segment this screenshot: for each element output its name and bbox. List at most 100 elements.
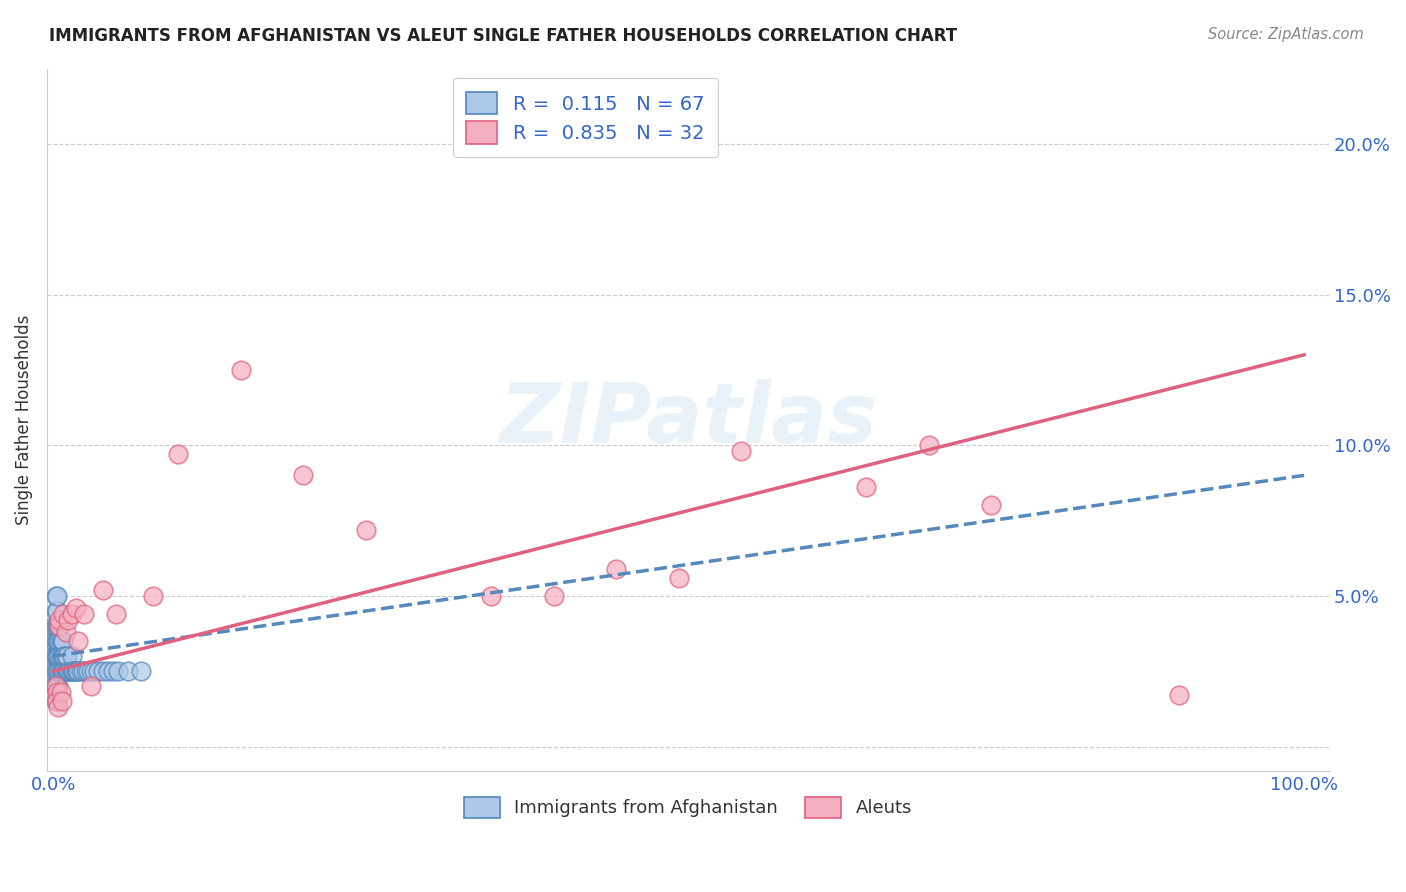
Point <box>79 665 101 679</box>
Point <box>44 634 66 648</box>
Point <box>58 665 80 679</box>
Point <box>229 363 252 377</box>
Point <box>48 665 70 679</box>
Point <box>55 649 77 664</box>
Point <box>49 634 72 648</box>
Point <box>980 499 1002 513</box>
Point <box>52 634 75 648</box>
Point <box>1168 689 1191 703</box>
Point <box>91 582 114 597</box>
Point <box>79 679 101 693</box>
Point <box>45 649 67 664</box>
Legend: Immigrants from Afghanistan, Aleuts: Immigrants from Afghanistan, Aleuts <box>457 789 920 825</box>
Point <box>52 665 75 679</box>
Point <box>55 625 77 640</box>
Point <box>56 649 79 664</box>
Point <box>918 438 941 452</box>
Point <box>48 649 70 664</box>
Point <box>87 665 110 679</box>
Point <box>45 589 67 603</box>
Point <box>103 665 125 679</box>
Point <box>49 665 72 679</box>
Point <box>66 665 89 679</box>
Point <box>52 607 75 621</box>
Point <box>107 665 129 679</box>
Point <box>605 562 627 576</box>
Point <box>44 619 66 633</box>
Point <box>51 694 73 708</box>
Point <box>48 619 70 633</box>
Point <box>55 665 77 679</box>
Point <box>67 634 90 648</box>
Point <box>45 634 67 648</box>
Point <box>56 665 79 679</box>
Point <box>292 468 315 483</box>
Point <box>855 480 877 494</box>
Point <box>45 604 67 618</box>
Point <box>56 665 79 679</box>
Point <box>49 685 72 699</box>
Point <box>104 607 127 621</box>
Point <box>45 685 67 699</box>
Text: IMMIGRANTS FROM AFGHANISTAN VS ALEUT SINGLE FATHER HOUSEHOLDS CORRELATION CHART: IMMIGRANTS FROM AFGHANISTAN VS ALEUT SIN… <box>49 27 957 45</box>
Point <box>167 447 190 461</box>
Point <box>51 649 73 664</box>
Point <box>45 665 67 679</box>
Point <box>72 665 94 679</box>
Point <box>142 589 165 603</box>
Point <box>354 523 377 537</box>
Point <box>46 619 69 633</box>
Point <box>49 649 72 664</box>
Point <box>67 665 90 679</box>
Point <box>53 665 76 679</box>
Point <box>53 649 76 664</box>
Point <box>48 613 70 627</box>
Point <box>51 665 73 679</box>
Point <box>730 444 752 458</box>
Point <box>62 665 84 679</box>
Point <box>45 604 67 618</box>
Point <box>63 665 86 679</box>
Point <box>45 649 67 664</box>
Point <box>69 665 91 679</box>
Point <box>117 665 139 679</box>
Point <box>45 619 67 633</box>
Point <box>65 601 87 615</box>
Point <box>44 679 66 693</box>
Point <box>60 665 83 679</box>
Point <box>46 665 69 679</box>
Point <box>60 649 83 664</box>
Point <box>45 634 67 648</box>
Point <box>52 649 75 664</box>
Point <box>45 679 67 693</box>
Point <box>45 694 67 708</box>
Point <box>44 649 66 664</box>
Point <box>48 619 70 633</box>
Point <box>668 571 690 585</box>
Point <box>65 665 87 679</box>
Point <box>73 607 96 621</box>
Point <box>46 649 69 664</box>
Point <box>56 613 79 627</box>
Point <box>45 589 67 603</box>
Point <box>77 665 100 679</box>
Point <box>44 665 66 679</box>
Point <box>543 589 565 603</box>
Point <box>46 679 69 693</box>
Point <box>45 619 67 633</box>
Point <box>59 665 82 679</box>
Point <box>75 665 97 679</box>
Point <box>479 589 502 603</box>
Point <box>48 634 70 648</box>
Text: ZIPatlas: ZIPatlas <box>499 379 877 460</box>
Point <box>97 665 120 679</box>
Point <box>83 665 105 679</box>
Point <box>45 679 67 693</box>
Point <box>51 634 73 648</box>
Point <box>46 634 69 648</box>
Point <box>129 665 152 679</box>
Point <box>60 607 83 621</box>
Point <box>45 665 67 679</box>
Y-axis label: Single Father Households: Single Father Households <box>15 314 32 524</box>
Point <box>91 665 114 679</box>
